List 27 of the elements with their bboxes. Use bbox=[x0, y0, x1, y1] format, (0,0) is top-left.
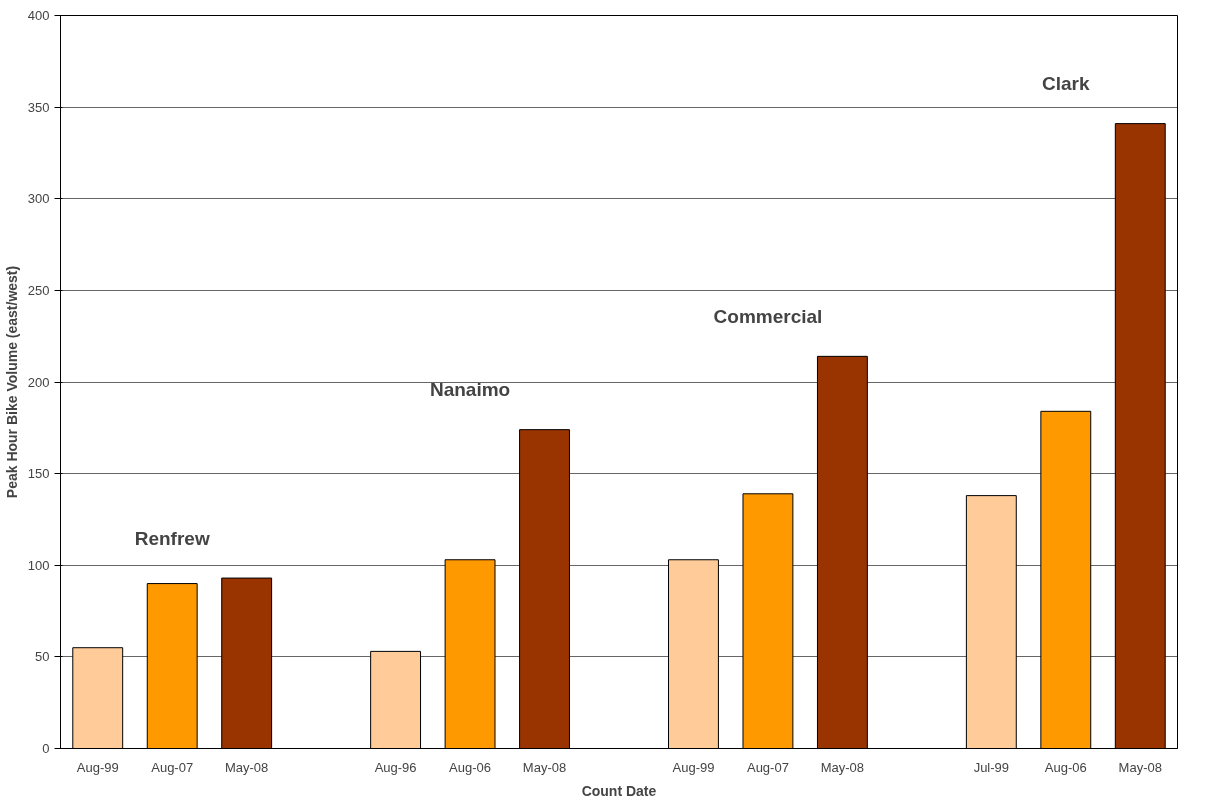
y-tick-label: 350 bbox=[27, 99, 50, 115]
y-tick-label: 300 bbox=[27, 191, 50, 207]
y-tick-label: 200 bbox=[27, 374, 50, 390]
y-tick-label: 50 bbox=[35, 649, 50, 665]
x-tick-label: May-08 bbox=[820, 759, 865, 775]
x-tick-label: Jul-99 bbox=[973, 759, 1010, 775]
y-tick-label: 250 bbox=[27, 282, 50, 298]
x-tick-label: Aug-06 bbox=[449, 759, 492, 775]
x-tick-label: Aug-06 bbox=[1044, 759, 1087, 775]
y-tick-label: 400 bbox=[27, 8, 50, 23]
annotation: Renfrew bbox=[134, 527, 210, 549]
x-tick-label: Aug-99 bbox=[672, 759, 715, 775]
x-tick-label: May-08 bbox=[522, 759, 567, 775]
y-tick-label: 0 bbox=[42, 741, 50, 756]
y-axis-title: Peak Hour Bike Volume (east/west) bbox=[3, 265, 20, 499]
y-tick-label: 100 bbox=[27, 557, 50, 573]
annotation: Commercial bbox=[713, 305, 823, 327]
x-axis-title: Count Date bbox=[581, 782, 657, 799]
x-tick-label: Aug-99 bbox=[76, 759, 119, 775]
y-tick-label: 150 bbox=[27, 466, 50, 482]
x-tick-label: Aug-96 bbox=[374, 759, 417, 775]
annotation: Clark bbox=[1042, 73, 1090, 95]
x-tick-label: Aug-07 bbox=[746, 759, 789, 775]
annotation: Nanaimo bbox=[429, 379, 511, 401]
x-tick-label: Aug-07 bbox=[151, 759, 194, 775]
x-tick-label: May-08 bbox=[1118, 759, 1162, 775]
x-tick-label: May-08 bbox=[224, 759, 269, 775]
